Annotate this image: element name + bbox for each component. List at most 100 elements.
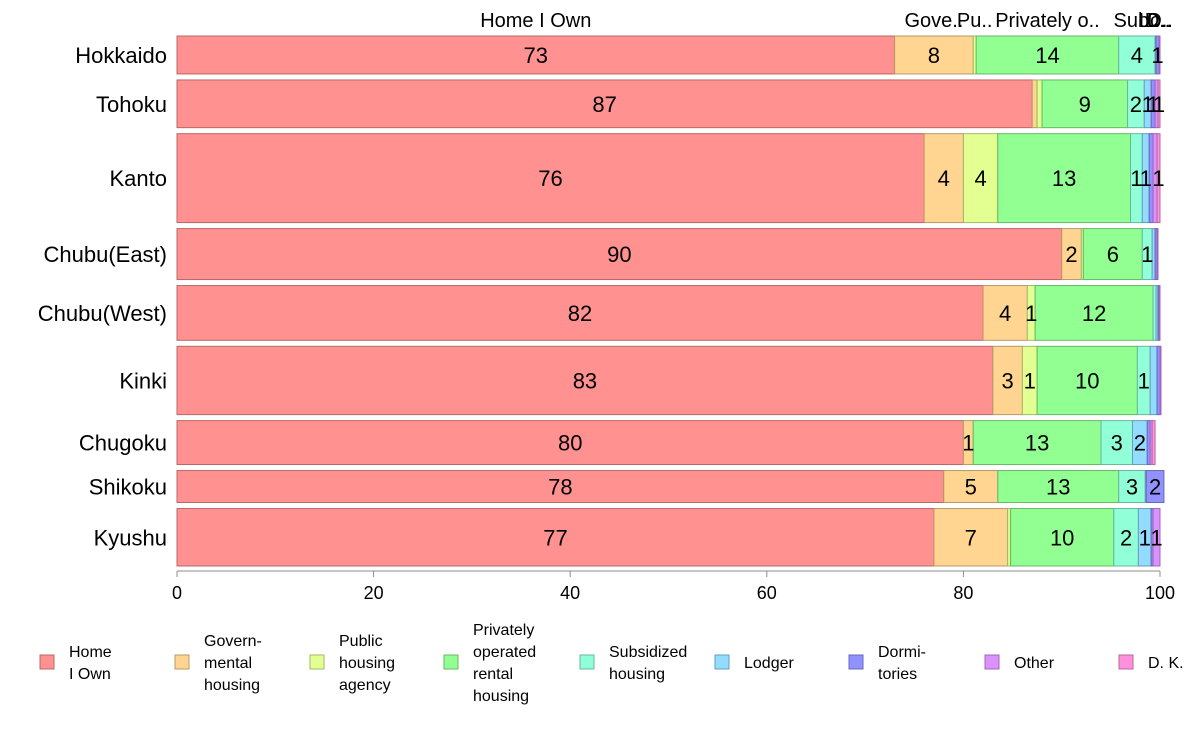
- series-top-label: D..: [1145, 10, 1171, 32]
- bar-Hokkaido-7: [1158, 35, 1161, 75]
- segment-label: 83: [573, 368, 597, 393]
- top-labels-group: Home I Own Gove..Pu.. Privately o.. Sub..Lo…: [480, 10, 1173, 32]
- segment-label: 77: [543, 525, 567, 550]
- series-top-label: O..: [1146, 10, 1173, 32]
- bar-Chubu(West)-7: [1158, 285, 1161, 341]
- segment-label: 12: [1082, 301, 1106, 326]
- segment-label: 78: [548, 475, 572, 500]
- category-label: Tohoku: [96, 92, 167, 117]
- segment-label: 4: [999, 301, 1011, 326]
- segment-label: 8: [928, 43, 940, 68]
- segment-label: 13: [1046, 475, 1070, 500]
- bar-Kyushu-7: [1152, 508, 1161, 567]
- x-tick-label: 0: [172, 583, 182, 603]
- legend-swatch: [579, 654, 595, 670]
- legend-swatch: [309, 654, 325, 670]
- bar-Kanto-0: [176, 133, 925, 224]
- bar-Shikoku-0: [176, 470, 945, 504]
- bar-Shikoku-4: [1118, 470, 1146, 504]
- bar-Kinki-3: [1036, 345, 1138, 416]
- bar-Tohoku-0: [176, 79, 1033, 129]
- segment-label: 1: [962, 431, 974, 456]
- segment-label: 1: [1130, 166, 1142, 191]
- bar-Chubu(West)-3: [1034, 285, 1154, 341]
- series-top-label: D..: [1147, 10, 1173, 32]
- segment-label: 1: [1024, 368, 1036, 393]
- legend-label: Subsidized housing: [609, 644, 687, 683]
- bar-Kyushu-3: [1010, 508, 1115, 567]
- legend-label: Lodger: [744, 655, 794, 672]
- bar-Kinki-7: [1159, 345, 1162, 416]
- segment-label: 9: [1079, 92, 1091, 117]
- segment-label: 2: [1130, 92, 1142, 117]
- bar-Kyushu-0: [176, 508, 935, 567]
- legend-swatch: [39, 654, 55, 670]
- segment-label: 1: [1139, 525, 1151, 550]
- segment-label: 4: [938, 166, 950, 191]
- segment-label: 3: [1002, 368, 1014, 393]
- category-label: Chubu(East): [43, 242, 167, 267]
- series-top-label: Gove..: [904, 10, 963, 32]
- segment-label: 80: [558, 431, 582, 456]
- segment-label: 10: [1050, 525, 1074, 550]
- category-label: Chugoku: [79, 431, 167, 456]
- x-tick-label: 80: [953, 583, 973, 603]
- bar-Chugoku-8: [1151, 420, 1156, 466]
- series-top-label: Home I Own: [480, 10, 591, 32]
- legend-swatch: [848, 654, 864, 670]
- legend-label: Privately operated rental housing: [473, 622, 536, 705]
- segment-label: 13: [1052, 166, 1076, 191]
- x-axis: 0 20 40 60 80 100: [172, 570, 1175, 603]
- x-tick-label: 100: [1145, 583, 1175, 603]
- segment-label: 2: [1120, 525, 1132, 550]
- segment-label: 1: [1152, 166, 1164, 191]
- segment-label: 1: [1153, 92, 1165, 117]
- bar-Shikoku-1: [943, 470, 999, 504]
- bar-Kinki-1: [992, 345, 1023, 416]
- segment-label: 90: [607, 242, 631, 267]
- segment-label: 1: [1142, 92, 1154, 117]
- x-tick-label: 40: [560, 583, 580, 603]
- bar-Hokkaido-1: [894, 35, 974, 75]
- segment-label: 1: [1025, 301, 1037, 326]
- segment-label: 73: [524, 43, 548, 68]
- category-label: Shikoku: [89, 475, 167, 500]
- series-top-label: Pu..: [957, 10, 993, 32]
- segment-label: 1: [1147, 92, 1159, 117]
- segment-label: 4: [974, 166, 986, 191]
- category-label: Hokkaido: [75, 43, 167, 68]
- bar-Kanto-1: [923, 133, 964, 224]
- legend-swatch: [1118, 654, 1134, 670]
- category-label: Kyushu: [94, 525, 167, 550]
- segment-label: 1: [1150, 525, 1162, 550]
- x-tick-label: 20: [364, 583, 384, 603]
- legend-label: Dormi-tories: [878, 644, 926, 683]
- segment-label: 3: [1111, 431, 1123, 456]
- x-tick-label: 60: [757, 583, 777, 603]
- segment-label: 1: [1140, 166, 1152, 191]
- segment-label: 6: [1107, 242, 1119, 267]
- segment-label: 13: [1025, 431, 1049, 456]
- segment-label: 7: [965, 525, 977, 550]
- category-label: Kanto: [110, 166, 168, 191]
- legend: Home I Own Govern-mental housing Public housi…: [39, 622, 1184, 705]
- bar-Chugoku-0: [176, 420, 964, 466]
- legend-label: Govern-mental housing: [204, 633, 262, 694]
- bar-Chubu(West)-0: [176, 285, 984, 341]
- series-top-label: Privately o..: [995, 10, 1099, 32]
- series-top-label: Sub..: [1114, 10, 1161, 32]
- bar-Tohoku-2: [1036, 79, 1043, 129]
- bar-Tohoku-3: [1041, 79, 1129, 129]
- segment-label: 1: [1151, 43, 1163, 68]
- segment-label: 82: [568, 301, 592, 326]
- legend-label: Public housing agency: [339, 633, 395, 694]
- segment-label: 1: [1141, 242, 1153, 267]
- legend-swatch: [443, 654, 459, 670]
- series-top-label: Lo..: [1139, 10, 1172, 32]
- bars-group: [176, 35, 1165, 567]
- segment-label: 14: [1035, 43, 1059, 68]
- legend-swatch: [174, 654, 190, 670]
